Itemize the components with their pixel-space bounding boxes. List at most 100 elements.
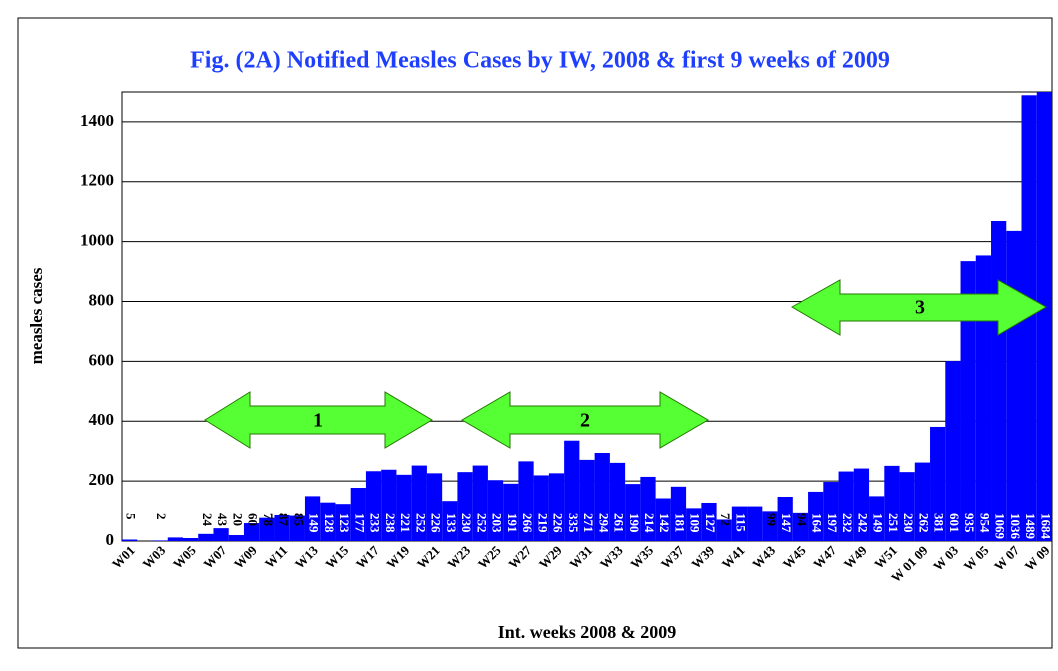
bar <box>304 496 321 541</box>
bar <box>289 515 305 541</box>
data-label: 232 <box>840 513 855 533</box>
annotation: 3 <box>915 297 925 319</box>
data-label: 5 <box>124 513 139 520</box>
data-label: 147 <box>779 513 794 533</box>
bar <box>792 512 809 541</box>
bar <box>701 502 717 541</box>
data-label: 109 <box>688 513 703 533</box>
data-label: 85 <box>291 513 306 527</box>
bar <box>853 468 870 541</box>
y-tick-label: 200 <box>89 470 115 489</box>
bar <box>533 475 549 541</box>
bar <box>1021 95 1037 541</box>
data-label: 60 <box>246 513 261 526</box>
y-tick-label: 800 <box>89 290 115 309</box>
data-label: 94 <box>794 513 809 527</box>
bar <box>838 471 854 541</box>
bar <box>213 528 229 541</box>
bar <box>167 537 183 541</box>
bar <box>548 473 565 541</box>
data-label: 177 <box>352 513 367 533</box>
data-label: 191 <box>505 513 520 533</box>
data-label: 238 <box>383 513 398 533</box>
y-tick-label: 600 <box>89 350 115 369</box>
bar <box>884 465 900 541</box>
bar <box>930 426 946 541</box>
bar <box>564 440 580 541</box>
y-tick-label: 1000 <box>80 231 114 250</box>
annotation: 1 <box>313 410 323 432</box>
data-label: 1069 <box>993 513 1008 540</box>
bar <box>457 472 473 541</box>
bar <box>487 480 504 541</box>
bar <box>350 488 366 541</box>
data-label: 271 <box>581 513 596 533</box>
bar <box>518 461 534 541</box>
data-label: 87 <box>276 513 291 527</box>
bar <box>869 496 885 541</box>
data-label: 99 <box>764 513 779 527</box>
y-tick-label: 1400 <box>80 111 114 130</box>
bar <box>442 501 458 541</box>
data-label: 1036 <box>1008 513 1023 540</box>
data-label: 935 <box>962 513 977 533</box>
data-label: 115 <box>733 513 748 532</box>
data-label: 335 <box>566 513 581 533</box>
data-label: 78 <box>261 513 276 527</box>
data-label: 219 <box>535 513 550 533</box>
bar <box>808 491 824 541</box>
data-label: 1489 <box>1023 513 1038 540</box>
data-label: 142 <box>657 513 672 533</box>
data-label: 128 <box>322 513 337 533</box>
x-axis-label: Int. weeks 2008 & 2009 <box>498 622 677 642</box>
y-axis-label: measles cases <box>27 267 46 364</box>
bar <box>579 459 595 541</box>
bar <box>396 474 412 541</box>
data-label: 127 <box>703 513 718 533</box>
y-tick-label: 1200 <box>80 171 114 190</box>
data-label: 226 <box>429 513 444 533</box>
data-label: 214 <box>642 513 657 533</box>
annotation: 2 <box>580 410 590 432</box>
data-label: 149 <box>307 513 322 533</box>
bar <box>777 496 793 541</box>
data-label: 294 <box>596 513 611 533</box>
bar <box>152 540 168 541</box>
data-label: 230 <box>901 513 916 533</box>
data-label: 164 <box>810 513 825 533</box>
bar <box>655 498 671 541</box>
arrow <box>204 391 433 449</box>
data-label: 149 <box>871 513 886 533</box>
y-tick-label: 0 <box>106 530 115 549</box>
bar <box>991 221 1007 541</box>
data-label: 252 <box>474 513 489 533</box>
data-label: 266 <box>520 513 535 533</box>
bar <box>899 472 915 541</box>
bar <box>1036 92 1052 541</box>
data-label: 190 <box>627 513 642 533</box>
bar <box>762 511 778 541</box>
data-label: 954 <box>977 513 992 533</box>
data-label: 133 <box>444 513 459 533</box>
bar <box>198 533 214 541</box>
bar <box>243 523 260 541</box>
bar <box>274 514 290 541</box>
bar <box>747 506 763 541</box>
bar <box>975 255 992 541</box>
bar <box>411 465 427 541</box>
data-label: 230 <box>459 513 474 533</box>
bar <box>823 482 839 541</box>
bar <box>335 504 351 541</box>
bar <box>731 506 748 541</box>
bar <box>426 473 443 541</box>
data-label: 252 <box>413 513 428 533</box>
bar <box>625 484 641 541</box>
data-label: 203 <box>490 513 505 533</box>
bar <box>640 476 656 541</box>
data-label: 43 <box>215 513 230 527</box>
bar <box>259 517 275 541</box>
data-label: 242 <box>855 513 870 533</box>
bar <box>472 465 488 541</box>
data-label: 72 <box>718 513 733 526</box>
